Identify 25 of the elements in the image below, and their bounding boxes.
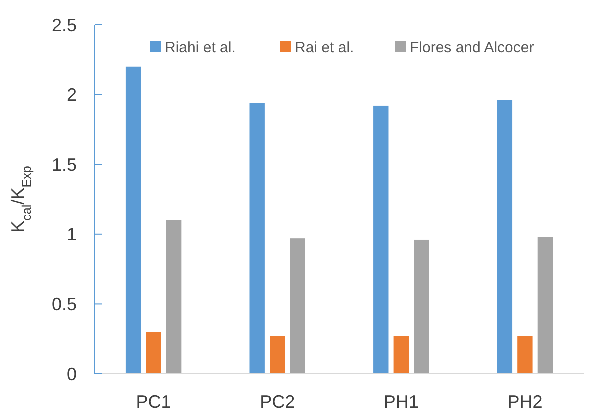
y-tick-label: 1 (66, 224, 77, 245)
bar (414, 240, 430, 374)
y-tick-label: 0 (66, 364, 77, 384)
bar (290, 238, 306, 374)
bar (518, 336, 533, 374)
bar (497, 100, 513, 374)
y-tick-label: 2.5 (52, 15, 77, 36)
bar (538, 237, 554, 374)
x-tick-label: PC2 (260, 392, 296, 412)
x-tick-label: PH1 (384, 392, 419, 412)
legend-label: Flores and Alcocer (410, 39, 534, 56)
y-tick-label: 0.5 (52, 294, 77, 314)
x-tick-label: PC1 (136, 392, 172, 412)
bar (374, 106, 389, 374)
y-tick-label: 2 (66, 85, 77, 106)
bar (394, 336, 409, 374)
legend-label: Rai et al. (295, 39, 354, 56)
bar (250, 103, 265, 374)
y-tick-label: 1.5 (52, 154, 77, 175)
bar (270, 336, 286, 374)
legend-label: Riahi et al. (165, 39, 236, 56)
bar (166, 220, 182, 374)
bar (146, 332, 162, 374)
x-tick-label: PH2 (508, 392, 543, 412)
bar (126, 66, 142, 374)
